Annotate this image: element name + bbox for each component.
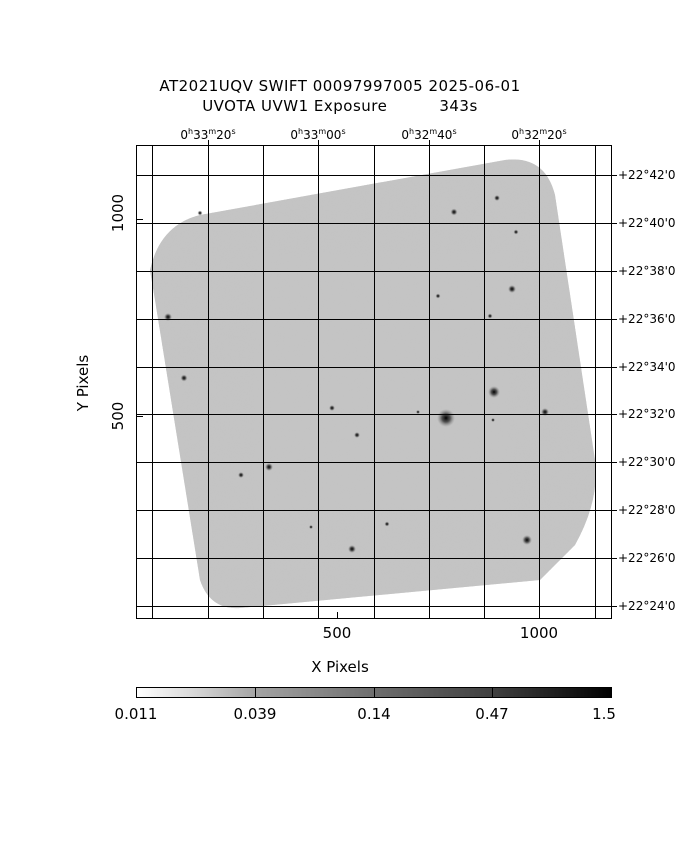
colorbar-label-3: 0.14 <box>357 705 391 723</box>
filter-exposure-label: UVOTA UVW1 Exposure <box>202 97 388 115</box>
dec-label-2: +22°40'0 <box>618 216 676 230</box>
dec-label-7: +22°30'0 <box>618 455 676 469</box>
y-tick-500: 500 <box>109 401 127 431</box>
exposure-time: 343s <box>439 97 478 115</box>
y-tick-1000: 1000 <box>109 193 127 233</box>
ra-label-3: 0h32m40s <box>401 127 457 142</box>
image-title: AT2021UQV SWIFT 00097997005 2025-06-01 <box>159 77 521 95</box>
dec-label-4: +22°36'0 <box>618 312 676 326</box>
ra-label-4: 0h32m20s <box>511 127 567 142</box>
colorbar-label-4: 0.47 <box>475 705 509 723</box>
dec-label-5: +22°34'0 <box>618 360 676 374</box>
dec-label-3: +22°38'0 <box>618 264 676 278</box>
colorbar-label-5: 1.5 <box>592 705 616 723</box>
x-axis-label: X Pixels <box>311 658 369 676</box>
dec-label-9: +22°26'0 <box>618 551 676 565</box>
coordinate-grid <box>137 146 611 618</box>
colorbar-label-2: 0.039 <box>233 705 277 723</box>
colorbar <box>136 687 612 698</box>
axis-ticks <box>137 140 617 618</box>
x-tick-500: 500 <box>322 624 352 642</box>
dec-label-1: +22°42'0 <box>618 168 676 182</box>
ra-label-2: 0h33m00s <box>290 127 346 142</box>
y-axis-label: Y Pixels <box>74 354 92 412</box>
image-subtitle: UVOTA UVW1 Exposure 343s <box>0 97 680 115</box>
dec-label-10: +22°24'0 <box>618 599 676 613</box>
x-tick-1000: 1000 <box>519 624 559 642</box>
star-sources <box>164 195 549 553</box>
dec-label-8: +22°28'0 <box>618 503 676 517</box>
ra-label-1: 0h33m20s <box>180 127 236 142</box>
colorbar-label-1: 0.011 <box>114 705 158 723</box>
dec-label-6: +22°32'0 <box>618 407 676 421</box>
